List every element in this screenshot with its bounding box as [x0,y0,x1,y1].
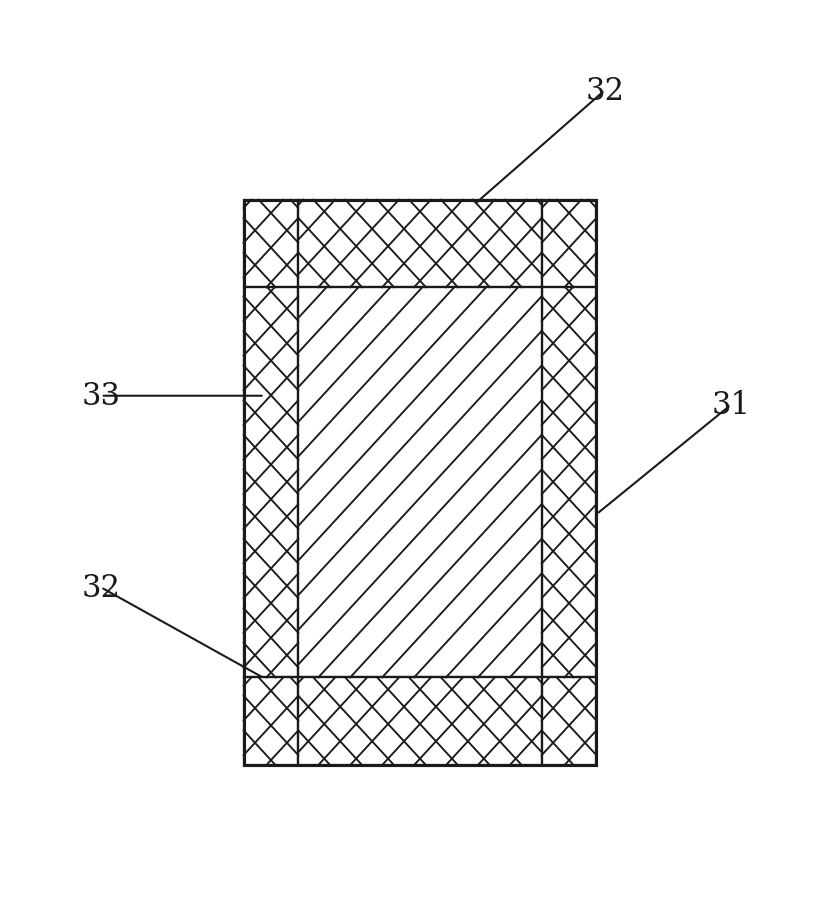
Bar [542,200,596,288]
Bar [542,288,596,678]
Bar [244,288,298,678]
Text: 32: 32 [81,572,120,603]
Bar [244,678,298,765]
Bar [298,288,542,678]
Bar [298,288,542,678]
Bar [298,678,542,765]
Bar [542,200,596,288]
Bar [298,200,542,288]
Bar [244,200,298,288]
Bar [298,678,542,765]
Text: 32: 32 [585,76,624,107]
Bar [244,288,298,678]
Bar [244,200,596,765]
Bar [542,678,596,765]
Text: 33: 33 [81,381,120,412]
Bar [298,200,542,288]
Bar [244,200,298,288]
Bar [244,678,298,765]
Text: 31: 31 [711,390,750,421]
Bar [542,678,596,765]
Bar [542,288,596,678]
